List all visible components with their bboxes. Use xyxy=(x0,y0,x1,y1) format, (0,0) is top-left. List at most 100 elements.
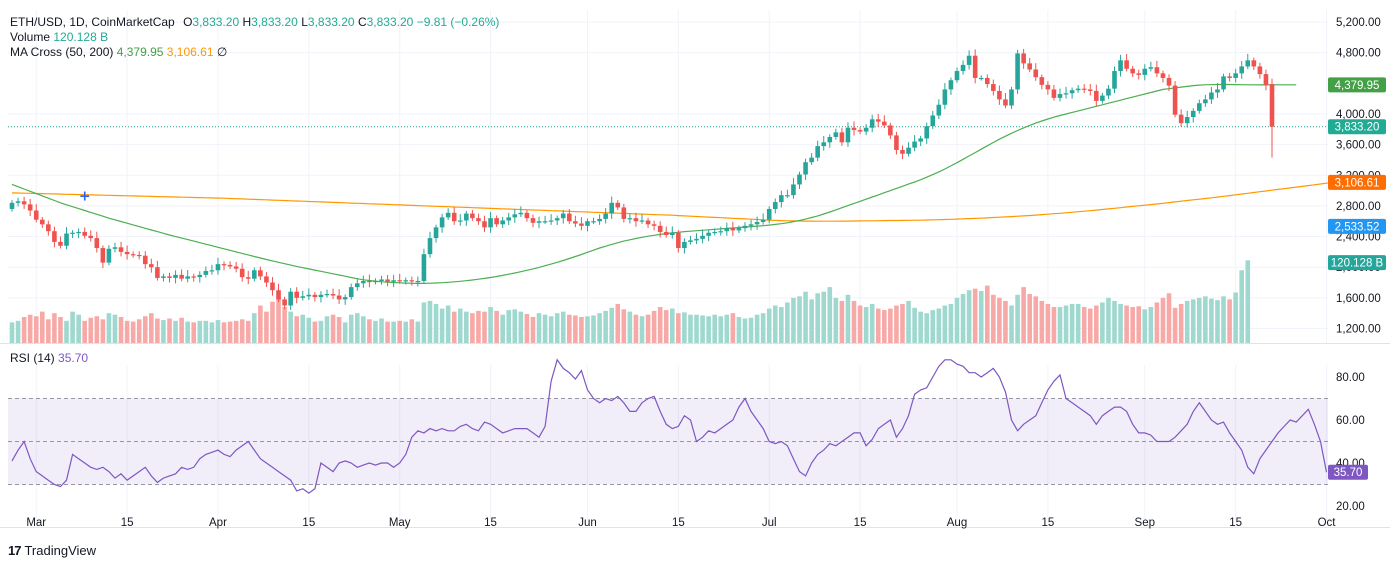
candle xyxy=(845,122,851,147)
volume-bar xyxy=(379,318,384,343)
candle xyxy=(930,110,936,129)
legend-rsi-row: RSI (14) 35.70 xyxy=(10,351,88,366)
candle-body xyxy=(833,132,839,137)
candle-body xyxy=(288,291,293,306)
candle-body xyxy=(227,264,233,267)
candle xyxy=(161,273,166,282)
volume-bar xyxy=(785,302,790,343)
candle xyxy=(197,271,203,283)
volume-bar xyxy=(906,300,911,343)
volume-bar xyxy=(252,313,257,343)
candle xyxy=(33,204,39,223)
volume-bar xyxy=(645,314,651,343)
volume-bar xyxy=(282,307,287,343)
candle-body xyxy=(264,276,269,283)
candle xyxy=(130,251,136,258)
candle-body xyxy=(651,224,657,226)
volume-bar xyxy=(651,310,657,343)
candle-body xyxy=(1148,67,1154,69)
candle-body xyxy=(560,213,566,219)
tradingview-brand[interactable]: TradingView xyxy=(24,543,97,558)
candle-body xyxy=(1021,53,1026,64)
price-axis-label: 2,400.00 xyxy=(1336,232,1381,244)
candle-body xyxy=(524,212,530,219)
candle xyxy=(591,217,596,224)
volume-bar xyxy=(482,311,487,343)
candle xyxy=(288,288,293,311)
volume-bar xyxy=(1100,302,1105,343)
candle-body xyxy=(439,217,445,228)
volume-bar xyxy=(215,320,221,343)
volume-bar xyxy=(476,310,481,343)
rsi-label[interactable]: RSI (14) xyxy=(10,351,55,365)
candle-body xyxy=(209,270,215,272)
volume-bar xyxy=(142,316,148,343)
candle xyxy=(1172,81,1178,118)
candle xyxy=(869,114,875,133)
volume-bar xyxy=(439,308,445,343)
volume-bar xyxy=(167,318,172,343)
candle-body xyxy=(470,213,475,219)
volume-bar xyxy=(9,322,15,343)
volume-label[interactable]: Volume xyxy=(10,30,51,44)
candle xyxy=(609,196,615,220)
candle xyxy=(1209,87,1214,104)
candle-body xyxy=(445,212,451,218)
symbol-label[interactable]: ETH/USD, 1D, CoinMarketCap xyxy=(10,15,175,29)
volume-bar xyxy=(161,320,166,343)
volume-bar xyxy=(124,320,130,343)
candle xyxy=(300,290,306,301)
candle xyxy=(482,215,487,232)
ma-cross-label[interactable]: MA Cross (50, 200) xyxy=(10,45,114,59)
candle xyxy=(827,134,833,148)
volume-bar xyxy=(21,317,27,343)
volume-bar xyxy=(966,290,972,343)
candle-body xyxy=(1209,92,1214,100)
candle-body xyxy=(1069,90,1075,94)
candle-body xyxy=(336,295,342,300)
candle-body xyxy=(233,266,239,269)
candle-body xyxy=(645,220,651,225)
volume-bar xyxy=(1003,300,1008,343)
volume-bar xyxy=(639,316,645,343)
candle-body xyxy=(1245,60,1251,67)
candle xyxy=(857,127,863,135)
candle-body xyxy=(1197,103,1202,111)
volume-bar xyxy=(58,317,63,343)
candle xyxy=(506,212,512,225)
volume-bar xyxy=(1215,300,1220,343)
volume-bar xyxy=(1069,303,1075,343)
candle xyxy=(1021,48,1026,69)
candle xyxy=(52,226,57,248)
volume-bar xyxy=(560,311,566,343)
candle xyxy=(645,217,651,228)
candle-body xyxy=(118,247,124,252)
candle-body xyxy=(33,210,39,220)
candle-body xyxy=(15,201,21,203)
candle-body xyxy=(239,268,245,278)
candle xyxy=(1100,92,1105,104)
volume-bar xyxy=(391,321,396,343)
candle-body xyxy=(1178,114,1184,124)
volume-bar xyxy=(585,316,590,343)
volume-bar xyxy=(930,310,936,343)
candle-body xyxy=(694,238,699,241)
axis-value-label-bg xyxy=(1328,119,1386,135)
volume-bar xyxy=(815,293,820,343)
candle xyxy=(39,217,45,228)
candle-body xyxy=(821,142,827,147)
candle-body xyxy=(585,221,590,226)
volume-bar xyxy=(94,316,100,343)
candle-body xyxy=(1051,89,1057,98)
candle-body xyxy=(58,241,63,246)
candle-body xyxy=(385,279,390,282)
candle xyxy=(1075,85,1081,93)
volume-bar xyxy=(554,313,560,343)
candle xyxy=(803,158,808,180)
volume-bar xyxy=(718,316,724,343)
candle-body xyxy=(978,77,984,80)
candle xyxy=(1112,66,1117,94)
rsi-value-label-bg xyxy=(1328,464,1368,480)
volume-bar xyxy=(82,320,87,343)
